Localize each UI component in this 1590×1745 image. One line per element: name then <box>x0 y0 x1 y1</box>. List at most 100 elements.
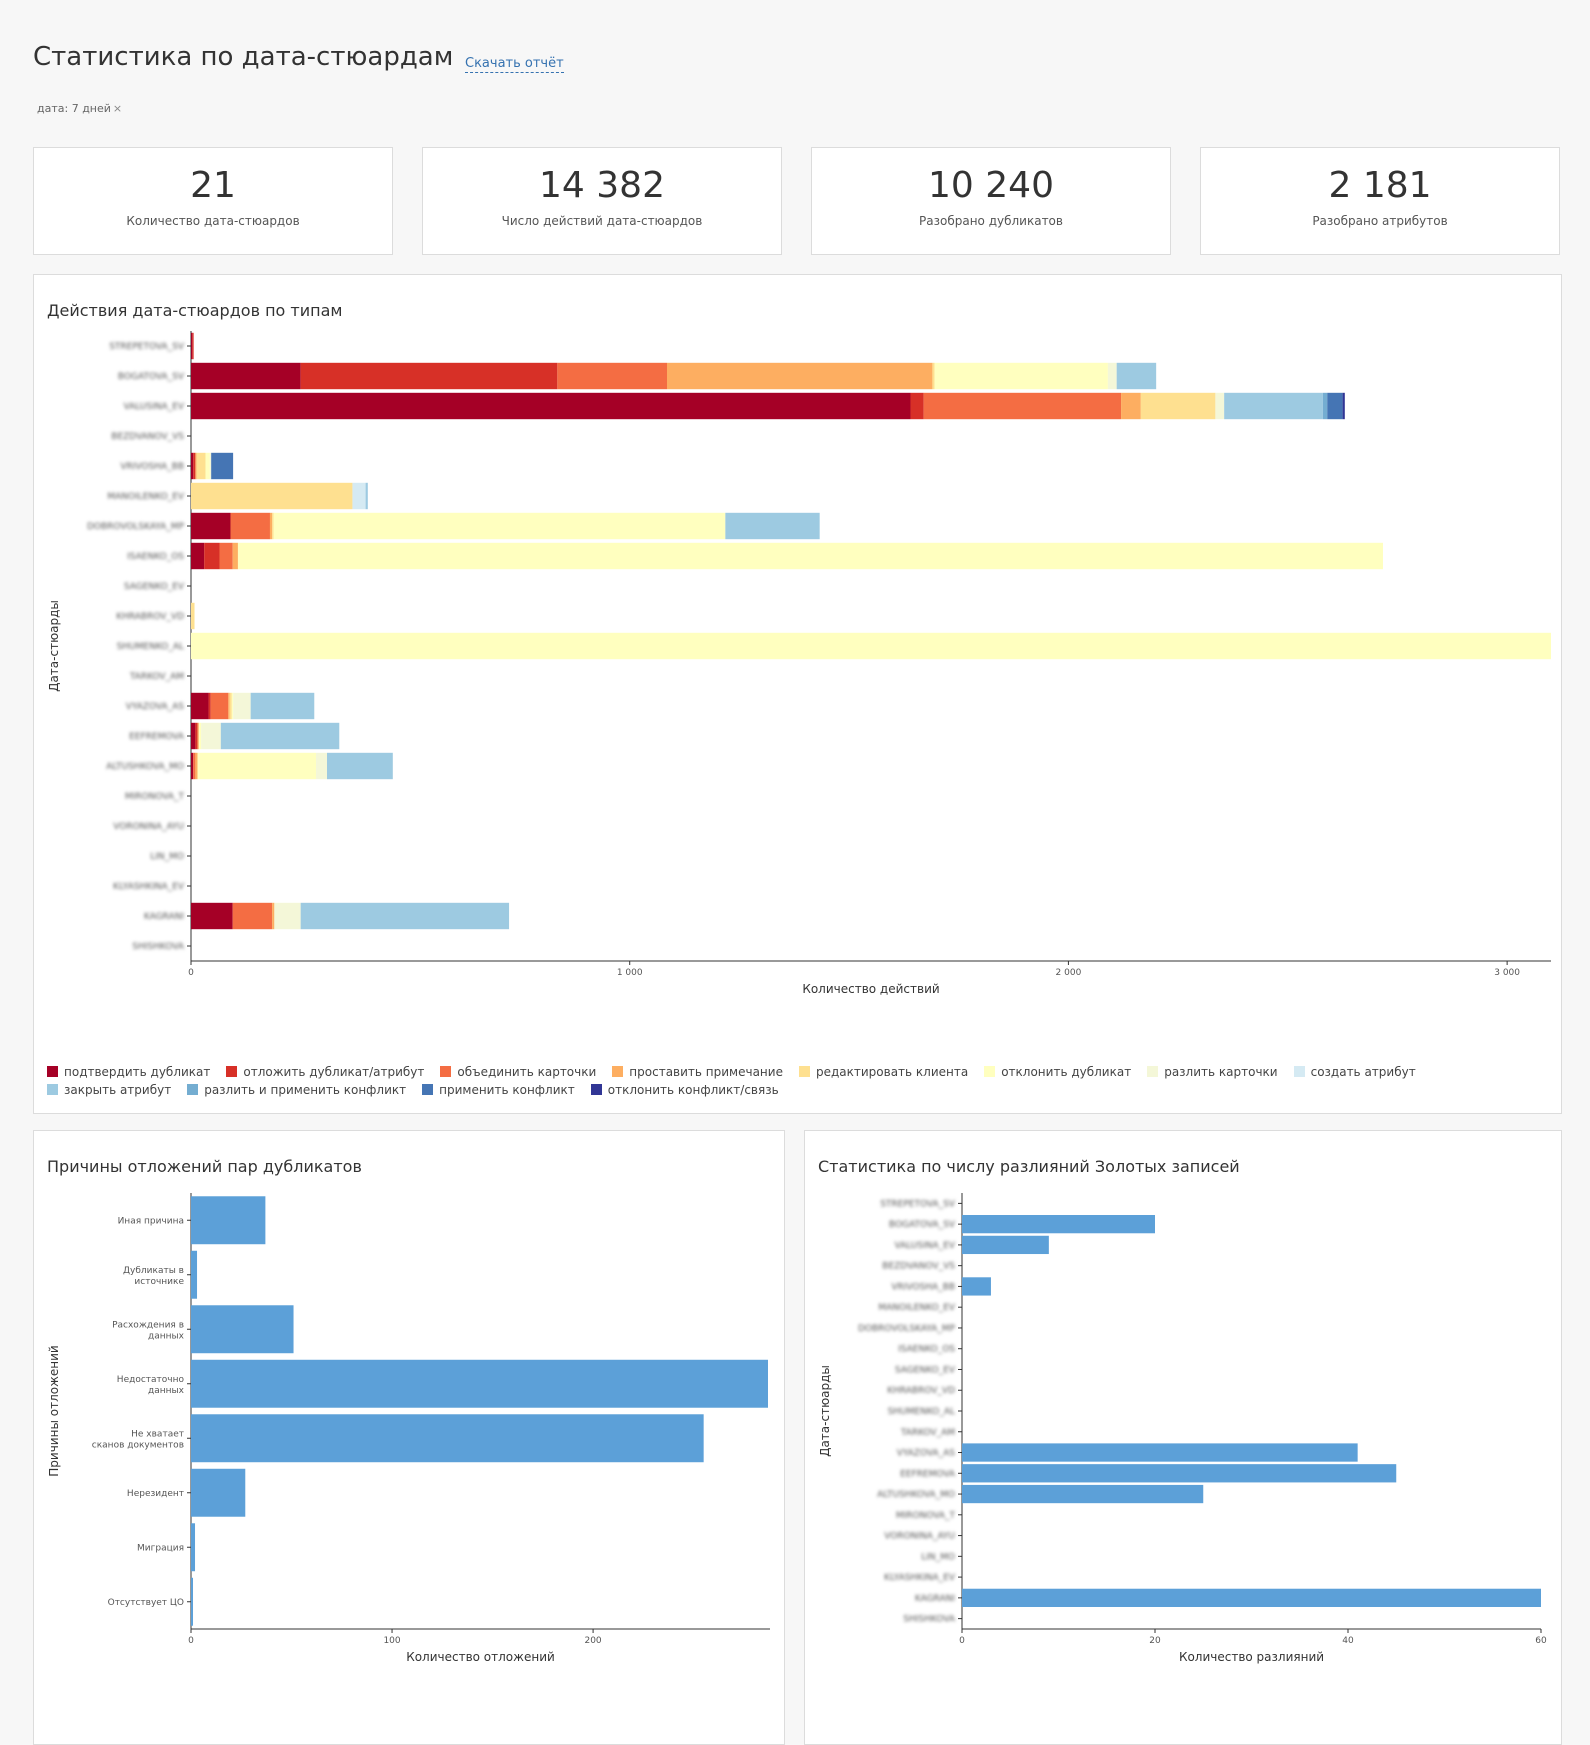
x-tick-label: 0 <box>188 1636 194 1646</box>
bar-segment <box>191 392 911 420</box>
bar-segment <box>932 362 935 390</box>
y-tick-label: VYAZOVA_AS <box>126 702 185 712</box>
legend-item[interactable]: объединить карточки <box>440 1065 596 1079</box>
panel-title: Действия дата-стюардов по типам <box>47 301 343 320</box>
bar-segment <box>208 692 211 720</box>
bar-segment <box>352 482 366 510</box>
y-tick-label: Иная причина <box>118 1216 184 1226</box>
bar <box>191 1250 198 1299</box>
postpone-reasons-panel: Причины отложений пар дубликатов Иная пр… <box>33 1130 785 1745</box>
bar <box>962 1215 1155 1234</box>
legend-swatch <box>47 1066 58 1077</box>
legend-item[interactable]: проставить примечание <box>612 1065 783 1079</box>
bar-segment <box>195 752 198 780</box>
y-tick-label: KLYASHKINA_EV <box>884 1573 956 1583</box>
legend-item[interactable]: закрыть атрибут <box>47 1083 171 1097</box>
bar-segment <box>191 722 196 750</box>
panel-title: Причины отложений пар дубликатов <box>47 1157 362 1176</box>
y-tick-label: TARKOV_AM <box>129 672 184 682</box>
kpi-value: 10 240 <box>928 165 1054 206</box>
y-tick-label: VORONINA_AYU <box>113 822 184 832</box>
y-axis-title: Дата-стюарды <box>47 600 61 692</box>
x-tick-label: 60 <box>1535 1636 1547 1646</box>
postpone-reasons-bar-chart: Иная причина Дубликаты в источнике Расхожде… <box>47 1193 770 1664</box>
y-tick-label: VRIVOSHA_BB <box>120 462 184 472</box>
legend-item[interactable]: отклонить дубликат <box>984 1065 1131 1079</box>
bar-segment <box>272 902 275 930</box>
bar-segment <box>229 692 232 720</box>
kpi-card-duplicates: 10 240 Разобрано дубликатов <box>811 147 1171 255</box>
legend-item[interactable]: разлить карточки <box>1147 1065 1278 1079</box>
bar-segment <box>1322 392 1328 420</box>
bar <box>962 1588 1541 1607</box>
bar-segment <box>232 542 238 570</box>
bar-segment <box>191 902 233 930</box>
y-tick-label: KLYASHKINA_EV <box>113 882 185 892</box>
date-filter-tag[interactable]: дата: 7 дней × <box>37 102 122 115</box>
kpi-label: Количество дата-стюардов <box>126 214 300 228</box>
y-tick-label: BEZDVANOV_VS <box>882 1262 955 1272</box>
bar-segment <box>1342 392 1345 420</box>
legend-label: разлить карточки <box>1164 1065 1278 1079</box>
bar-segment <box>198 722 202 750</box>
y-tick-label: KAGRANI <box>144 912 184 922</box>
y-tick-label: SHISHKOVA <box>903 1615 956 1625</box>
legend-swatch <box>798 1066 810 1077</box>
y-tick-label: ALTUSHKOVA_MO <box>106 762 184 772</box>
legend-item[interactable]: создать атрибут <box>1293 1065 1416 1079</box>
bar-segment <box>228 692 230 720</box>
bar-segment <box>667 362 933 390</box>
bar-segment <box>205 452 210 480</box>
bar-segment <box>191 602 195 630</box>
legend-item[interactable]: разлить и применить конфликт <box>187 1083 406 1097</box>
bar <box>962 1443 1358 1462</box>
y-tick-label: BOGATOVA_SV <box>889 1220 956 1230</box>
x-tick-label: 0 <box>959 1636 965 1646</box>
legend-label: разлить и применить конфликт <box>204 1083 407 1097</box>
y-tick-label: VORONINA_AYU <box>884 1532 955 1542</box>
legend-item[interactable]: отклонить конфликт/связь <box>590 1083 779 1097</box>
bar-segment <box>1224 392 1323 420</box>
kpi-card-attributes: 2 181 Разобрано атрибутов <box>1200 147 1560 255</box>
download-report-link[interactable]: Скачать отчёт <box>465 56 564 73</box>
x-axis-title: Количество отложений <box>406 1650 555 1664</box>
legend-swatch <box>1293 1066 1305 1077</box>
bar-segment <box>934 362 1108 390</box>
bar <box>962 1235 1049 1255</box>
bar-segment <box>191 362 301 390</box>
bar <box>962 1464 1397 1483</box>
legend-item[interactable]: редактировать клиента <box>798 1065 968 1079</box>
y-tick-label: KHRABROV_VD <box>887 1386 955 1396</box>
y-tick-label: LIN_MO <box>150 852 184 862</box>
y-tick-label: EEFREMOVA <box>900 1469 956 1479</box>
x-tick-label: 0 <box>188 968 194 978</box>
y-tick-label: SHUMENKO_AL <box>117 642 184 652</box>
bar-segment <box>210 692 229 720</box>
bar-segment <box>300 362 558 390</box>
y-tick-label: Дубликаты в источнике <box>123 1266 184 1287</box>
legend-item[interactable]: отложить дубликат/атрибут <box>226 1065 424 1079</box>
y-tick-label: Миграция <box>137 1543 184 1553</box>
y-tick-label: ALTUSHKOVA_MO <box>877 1490 955 1500</box>
legend-item[interactable]: применить конфликт <box>422 1083 575 1097</box>
kpi-value: 2 181 <box>1328 165 1432 206</box>
bar-segment <box>196 452 206 480</box>
bar-segment <box>195 452 197 480</box>
close-icon[interactable]: × <box>112 102 123 115</box>
bar-segment <box>725 512 820 540</box>
bar-segment <box>193 752 196 780</box>
legend-item[interactable]: подтвердить дубликат <box>47 1065 210 1079</box>
y-tick-label: STREPETOVA_SV <box>880 1199 956 1209</box>
legend-swatch <box>47 1084 58 1095</box>
legend-label: отложить дубликат/атрибут <box>243 1065 425 1079</box>
bar <box>191 1359 768 1408</box>
bar-segment <box>230 512 270 540</box>
bar-segment <box>237 542 1383 570</box>
y-tick-label: Отсутствует ЦО <box>108 1598 184 1608</box>
bar-segment <box>220 722 340 750</box>
bar-segment <box>233 692 251 720</box>
bar-segment <box>274 902 301 930</box>
x-tick-label: 200 <box>584 1636 601 1646</box>
bar <box>191 1577 194 1626</box>
y-tick-label: KAGRANI <box>915 1594 955 1604</box>
